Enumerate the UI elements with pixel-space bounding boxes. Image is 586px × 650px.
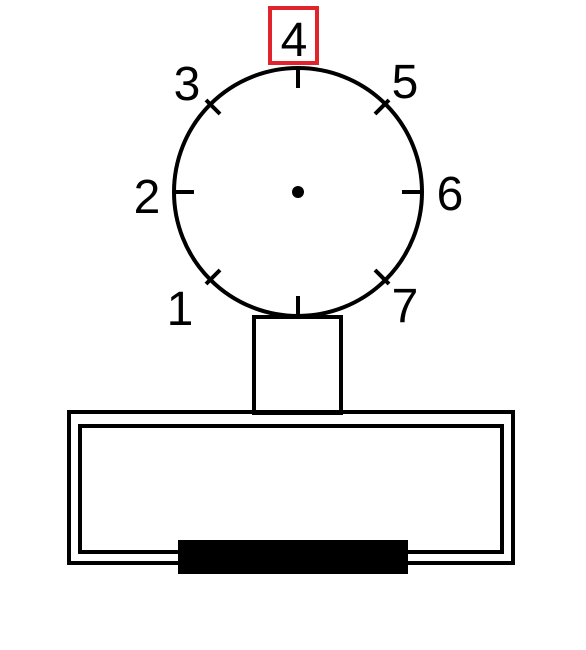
- dial-label-5: 5: [392, 56, 419, 109]
- gauge-stem: [252, 315, 343, 415]
- dial-label-2: 2: [134, 171, 161, 224]
- tick-1: [204, 268, 222, 286]
- dial-label-1: 1: [167, 283, 194, 336]
- base-inner-frame: [78, 424, 504, 554]
- dial-label-6: 6: [437, 168, 464, 221]
- base-black-bar: [178, 540, 408, 574]
- dial-label-4: 4: [281, 14, 308, 67]
- tick-7: [373, 268, 391, 286]
- highlight-box: [268, 6, 319, 65]
- dial-label-7: 7: [392, 280, 419, 333]
- tick-5: [373, 98, 391, 116]
- dial-label-3: 3: [174, 58, 201, 111]
- dial-center-dot: [292, 186, 304, 198]
- dial-ticks: [174, 68, 422, 316]
- tick-3: [204, 98, 222, 116]
